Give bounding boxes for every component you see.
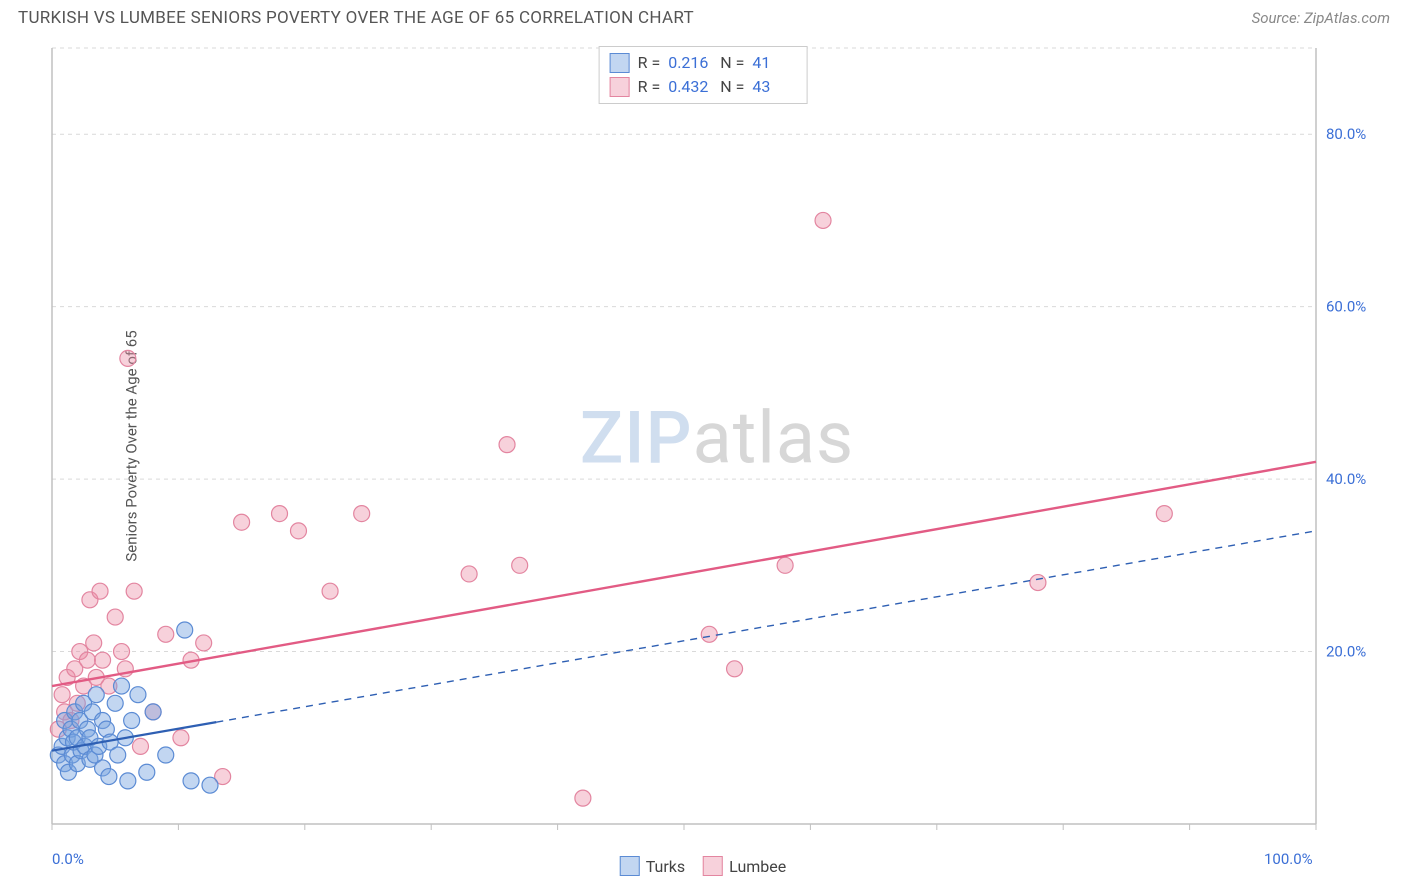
data-point: [234, 514, 250, 530]
data-point: [202, 777, 218, 793]
data-point: [92, 583, 108, 599]
y-tick-label: 60.0%: [1326, 298, 1366, 316]
y-tick-label: 20.0%: [1326, 643, 1366, 661]
data-point: [461, 566, 477, 582]
legend-item-lumbee: Lumbee: [703, 856, 786, 876]
x-tick-label: 0.0%: [52, 850, 84, 868]
data-point: [120, 350, 136, 366]
data-point: [95, 652, 111, 668]
data-point: [120, 773, 136, 789]
data-point: [114, 644, 130, 660]
regression-line-lumbee: [52, 462, 1316, 686]
data-point: [173, 730, 189, 746]
data-point: [777, 557, 793, 573]
data-point: [86, 635, 102, 651]
data-point: [145, 704, 161, 720]
legend: Turks Lumbee: [620, 856, 787, 876]
scatter-plot-svg: 20.0% 40.0% 60.0% 80.0%: [46, 42, 1388, 842]
y-tick-label: 80.0%: [1326, 125, 1366, 143]
swatch-turks: [610, 53, 630, 73]
data-point: [101, 769, 117, 785]
stats-row-lumbee: R = 0.432 N = 43: [610, 75, 797, 99]
data-point: [132, 738, 148, 754]
data-point: [815, 212, 831, 228]
data-point: [196, 635, 212, 651]
data-point: [177, 622, 193, 638]
swatch-lumbee: [610, 77, 630, 97]
data-point: [183, 773, 199, 789]
chart-plot-area: 20.0%40.0%60.0%80.0% ZIPatlas: [46, 42, 1388, 842]
legend-label-lumbee: Lumbee: [729, 857, 786, 876]
data-point: [701, 626, 717, 642]
data-point: [158, 626, 174, 642]
data-point: [130, 687, 146, 703]
data-point: [158, 747, 174, 763]
swatch-lumbee-icon: [703, 856, 723, 876]
source-attribution: Source: ZipAtlas.com: [1252, 9, 1390, 27]
data-point: [1030, 575, 1046, 591]
data-point: [272, 506, 288, 522]
y-tick-label: 40.0%: [1326, 470, 1366, 488]
data-point: [512, 557, 528, 573]
chart-title: TURKISH VS LUMBEE SENIORS POVERTY OVER T…: [18, 8, 694, 28]
data-point: [107, 695, 123, 711]
data-point: [88, 687, 104, 703]
swatch-turks-icon: [620, 856, 640, 876]
legend-item-turks: Turks: [620, 856, 685, 876]
data-point: [54, 687, 70, 703]
legend-label-turks: Turks: [646, 857, 685, 876]
data-point: [110, 747, 126, 763]
data-point: [290, 523, 306, 539]
data-point: [499, 437, 515, 453]
correlation-stats-box: R = 0.216 N = 41 R = 0.432 N = 43: [599, 46, 808, 104]
data-point: [124, 713, 140, 729]
data-point: [354, 506, 370, 522]
data-point: [727, 661, 743, 677]
data-point: [1156, 506, 1172, 522]
data-point: [79, 652, 95, 668]
data-point: [114, 678, 130, 694]
stats-row-turks: R = 0.216 N = 41: [610, 51, 797, 75]
data-point: [126, 583, 142, 599]
data-point: [575, 790, 591, 806]
x-tick-label: 100.0%: [1264, 850, 1313, 868]
data-point: [107, 609, 123, 625]
data-point: [139, 764, 155, 780]
data-point: [322, 583, 338, 599]
